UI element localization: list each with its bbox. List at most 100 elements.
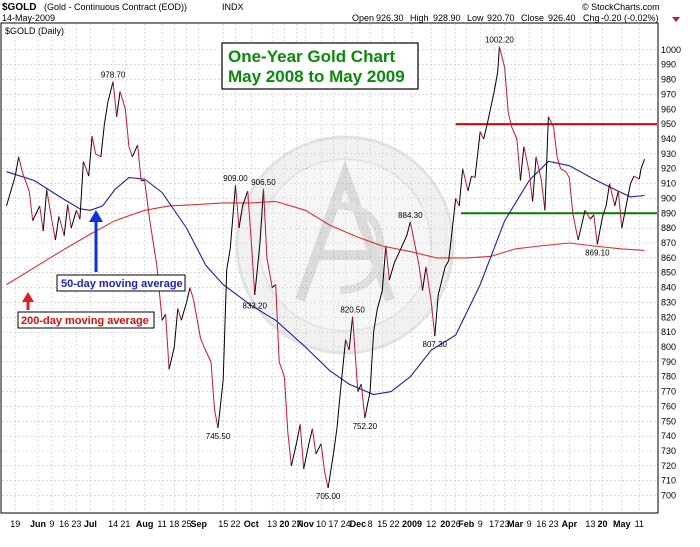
x-tick-label: 13 <box>267 519 277 529</box>
y-tick-label: 910 <box>661 179 676 189</box>
x-tick-label: Aug <box>136 519 154 529</box>
price-segment <box>42 189 48 232</box>
x-tick-label: 9 <box>49 519 54 529</box>
price-segment <box>180 302 187 321</box>
open-value: 926.30 <box>376 13 404 23</box>
y-tick-label: 750 <box>661 416 676 426</box>
x-tick-label: 27 <box>292 519 302 529</box>
x-tick-label: 14 <box>108 519 118 529</box>
price-segment <box>540 180 546 211</box>
y-tick-label: 730 <box>661 446 676 456</box>
price-annotation: 752.20 <box>353 422 378 431</box>
open-label: Open <box>352 13 374 23</box>
price-segment <box>602 205 607 217</box>
ma200-series <box>6 200 645 286</box>
price-segment <box>345 339 350 351</box>
price-annotation: 745.50 <box>206 432 231 441</box>
price-segment <box>339 339 347 392</box>
price-segment <box>409 221 420 266</box>
price-segment <box>444 260 450 268</box>
x-tick-label: 24 <box>341 519 351 529</box>
y-tick-label: 860 <box>661 253 676 263</box>
price-segment <box>596 216 604 245</box>
price-segment <box>364 391 371 419</box>
price-segment <box>320 443 326 472</box>
price-segment <box>259 188 264 244</box>
price-segment <box>455 198 460 207</box>
price-segment <box>238 205 243 229</box>
price-segment <box>327 453 334 489</box>
price-segment <box>614 190 619 207</box>
price-segment <box>119 91 126 110</box>
ma50-callout: 50-day moving average <box>56 210 186 292</box>
y-tick-label: 960 <box>661 104 676 114</box>
low-value: 920.70 <box>487 13 515 23</box>
price-segment <box>200 337 205 348</box>
price-segment <box>593 214 598 245</box>
price-segment <box>565 171 570 178</box>
x-tick-label: 11 <box>635 519 644 529</box>
x-tick-label: 12 <box>426 519 436 529</box>
price-segment <box>75 210 81 220</box>
price-segment <box>479 131 485 140</box>
price-segment <box>360 384 366 419</box>
price-segment <box>609 183 616 207</box>
price-segment <box>14 156 20 177</box>
price-segment <box>222 269 228 380</box>
price-segment <box>203 346 212 363</box>
price-segment <box>165 314 170 370</box>
price-segment <box>532 156 537 202</box>
price-segment <box>385 245 390 281</box>
x-tick-label: 20 <box>440 519 450 529</box>
price-segment <box>82 161 90 177</box>
price-segment <box>572 213 579 241</box>
price-segment <box>266 257 273 288</box>
price-segment <box>425 266 432 303</box>
price-segment <box>229 185 236 249</box>
price-segment <box>560 168 567 173</box>
price-segment <box>418 265 423 291</box>
title-box: One-Year Gold Chart May 2008 to May 2009 <box>221 42 419 90</box>
price-segment <box>250 239 256 296</box>
price-segment <box>217 379 224 429</box>
price-segment <box>523 146 530 172</box>
price-segment <box>116 91 121 117</box>
x-tick-label: 20 <box>279 519 289 529</box>
price-segment <box>617 190 623 229</box>
price-segment <box>54 216 60 241</box>
price-segment <box>474 131 481 178</box>
price-annotation: 807.30 <box>423 340 448 349</box>
y-tick-label: 850 <box>661 268 676 278</box>
high-label: High <box>410 13 429 23</box>
price-segment <box>21 171 30 192</box>
x-tick-label: 22 <box>390 519 400 529</box>
price-segment <box>448 198 457 261</box>
x-tick-label: 20 <box>598 519 608 529</box>
chg-value: -0.20 (-0.02%) <box>601 13 659 23</box>
price-segment <box>278 361 285 377</box>
price-segment <box>161 314 167 321</box>
y-tick-label: 980 <box>661 75 676 85</box>
y-tick-label: 780 <box>661 372 676 382</box>
price-segment <box>214 409 219 429</box>
price-segment <box>324 471 329 489</box>
price-segment <box>242 190 249 207</box>
x-tick-label: Nov <box>297 519 314 529</box>
price-segment <box>254 242 261 296</box>
price-segment <box>67 204 72 229</box>
price-segment <box>186 287 191 303</box>
x-tick-label: 13 <box>585 519 595 529</box>
x-tick-label: Feb <box>458 519 475 529</box>
y-tick-label: 890 <box>661 208 676 218</box>
price-segment <box>544 116 549 211</box>
price-annotations: 978.70 909.00 906.50 745.50 833.20 705.00 820.… <box>101 36 610 502</box>
price-segment <box>137 144 142 181</box>
price-segment <box>149 220 154 244</box>
high-value: 928.90 <box>433 13 461 23</box>
x-tick-label: Jul <box>84 519 97 529</box>
y-tick-label: 810 <box>661 327 676 337</box>
price-segment <box>275 284 280 362</box>
price-segment <box>6 175 16 207</box>
symbol-description: (Gold - Continuous Contract (EOD)) <box>44 2 187 12</box>
price-segment <box>226 248 231 270</box>
